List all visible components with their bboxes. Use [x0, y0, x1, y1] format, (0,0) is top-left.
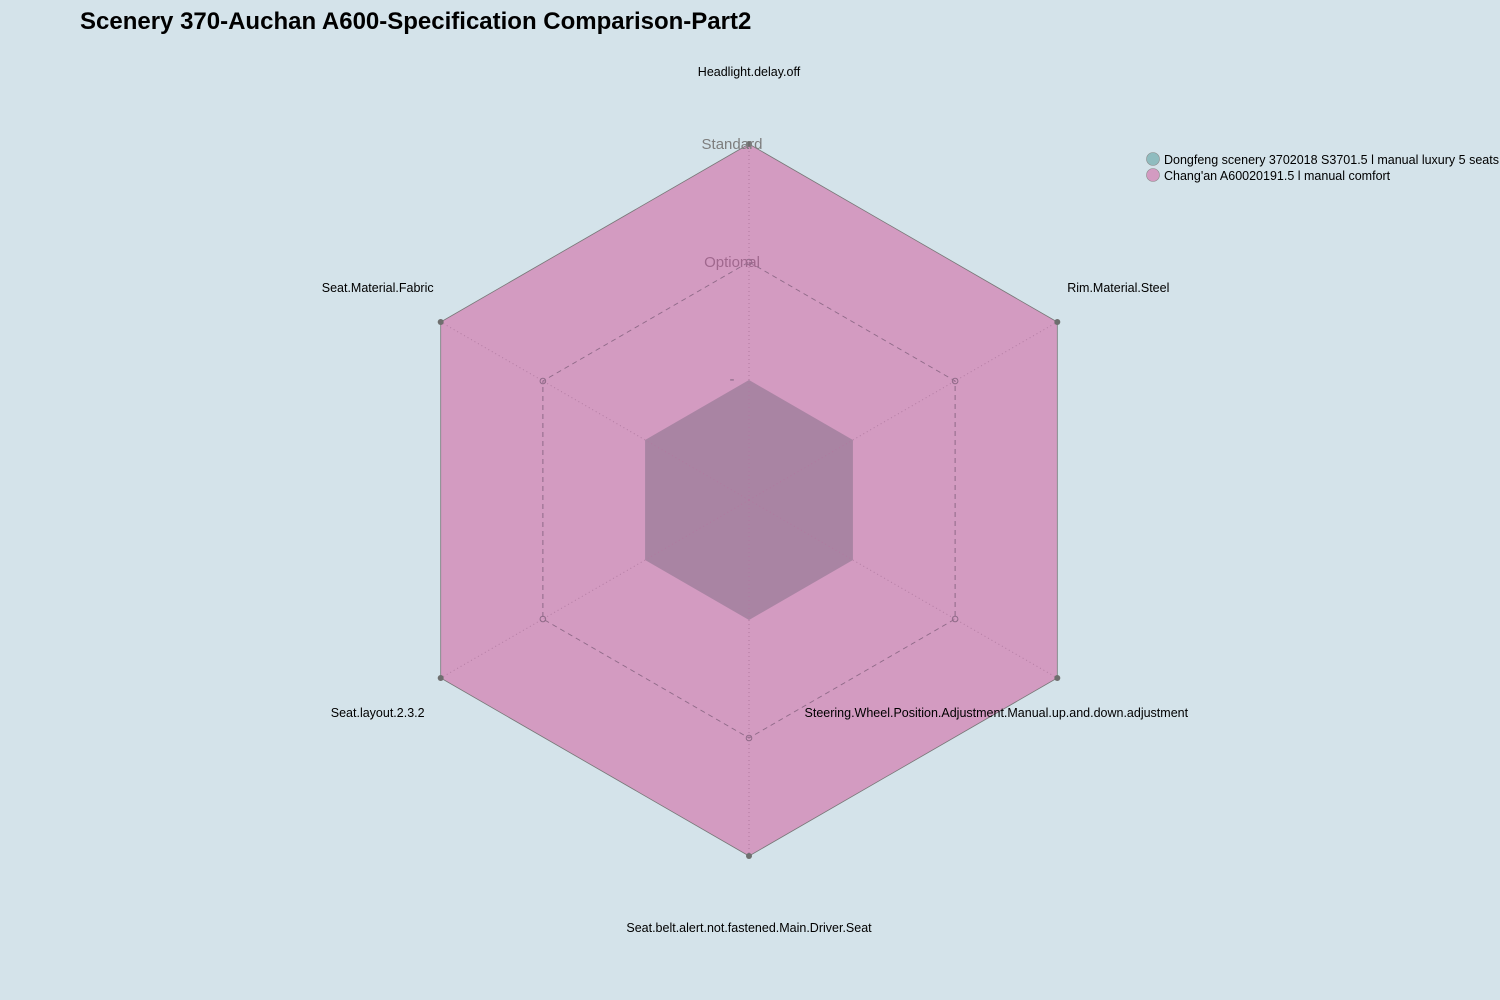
legend-swatch	[1146, 152, 1160, 166]
axis-label: Seat.belt.alert.not.fastened.Main.Driver…	[626, 921, 872, 935]
axis-label: Steering.Wheel.Position.Adjustment.Manua…	[805, 706, 1189, 720]
chart-title: Scenery 370-Auchan A600-Specification Co…	[80, 8, 751, 35]
series-point	[437, 319, 444, 325]
grid-ring-marker	[951, 615, 959, 623]
level-label: Optional	[704, 254, 760, 271]
series-point	[1054, 675, 1061, 681]
legend-swatch	[1146, 168, 1160, 182]
grid-ring	[542, 261, 956, 739]
axis-spoke	[440, 499, 750, 679]
grid-ring-marker	[745, 258, 753, 266]
legend: Dongfeng scenery 3702018 S3701.5 l manua…	[1146, 152, 1499, 183]
legend-label: Chang'an A60020191.5 l manual comfort	[1164, 169, 1391, 183]
grid-ring-marker	[539, 615, 547, 623]
legend-label: Dongfeng scenery 3702018 S3701.5 l manua…	[1164, 153, 1499, 167]
axis-spoke	[440, 321, 750, 501]
axis-label: Rim.Material.Steel	[1067, 281, 1169, 295]
axis-spoke	[748, 321, 1058, 501]
axis-label: Seat.layout.2.3.2	[331, 706, 425, 720]
series-point	[1054, 319, 1061, 325]
series-point	[746, 853, 752, 859]
axis-label: Headlight.delay.off	[698, 65, 801, 79]
radar-plot-area: - Optional Standard Headlight.delay.off Rim.…	[322, 65, 1189, 935]
level-label: Standard	[702, 136, 763, 153]
axis-spoke	[748, 499, 1058, 679]
grid-ring-marker	[745, 734, 753, 742]
grid-ring-marker	[951, 377, 959, 385]
axis-label: Seat.Material.Fabric	[322, 281, 434, 295]
grid-ring-marker	[539, 377, 547, 385]
series-point	[746, 141, 752, 147]
series-point	[437, 675, 444, 681]
level-label: -	[730, 371, 735, 388]
